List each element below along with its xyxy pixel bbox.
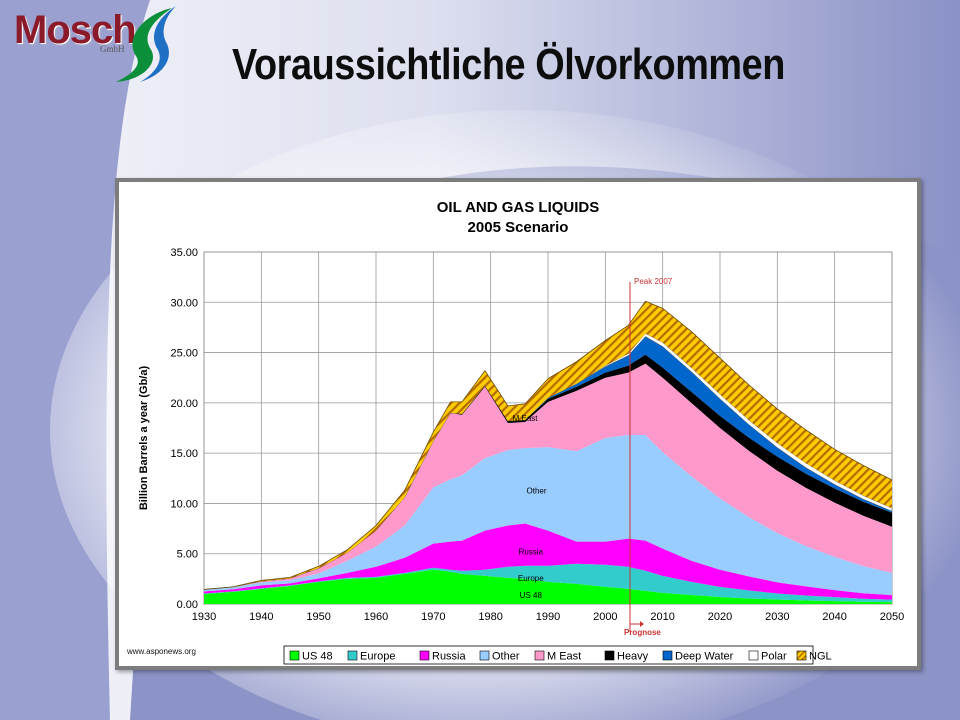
legend-swatch-russia [419,650,430,661]
y-tick-label: 20.00 [170,398,198,410]
source-label: www.asponews.org [126,647,196,656]
y-tick-label: 30.00 [170,297,198,309]
y-tick-label: 15.00 [170,448,198,460]
y-tick-label: 0.00 [177,599,198,611]
logo-swoosh-icon [116,6,176,82]
area-label-russia: Russia [519,548,544,557]
legend-label-other: Other [492,651,520,663]
chart-frame: 0.00 5.00 10.00 15.00 20.00 25.00 30.00 35.00 19… [115,178,921,670]
area-ngl [204,301,892,590]
legend-swatch-other [479,650,490,661]
chart-title: OIL AND GAS LIQUIDS [437,199,600,216]
legend-label-ngl: NGL [809,651,832,663]
x-tick-label: 2000 [593,611,617,623]
x-tick-label: 2040 [822,611,846,623]
y-tick-label: 35.00 [170,247,198,259]
legend-swatch-polar [748,650,759,661]
legend-swatch-m-east [534,650,545,661]
x-tick-label: 2020 [708,611,732,623]
x-tick-label: 1990 [536,611,560,623]
area-m-east [204,363,892,590]
prognose-arrowhead [639,621,644,627]
x-tick-label: 1940 [249,611,273,623]
legend-swatch-heavy [604,650,615,661]
x-tick-label: 1970 [421,611,445,623]
legend-label-m-east: M East [547,651,581,663]
area-label-us-48: US 48 [520,591,543,600]
area-other [204,435,892,596]
area-label-europe: Europe [518,574,544,583]
legend-box [283,645,814,665]
x-tick-label: 2030 [765,611,789,623]
legend-label-polar: Polar [761,651,787,663]
y-axis-label: Billion Barrels a year (Gb/a) [138,366,150,511]
annotation-peak-2007: Peak 2007 [634,277,673,286]
x-tick-label: 2050 [880,611,904,623]
legend-label-heavy: Heavy [617,651,649,663]
chart-panel: 0.00 5.00 10.00 15.00 20.00 25.00 30.00 35.00 19… [119,182,917,666]
area-us-48 [204,569,892,604]
legend-swatch-ngl [796,650,807,661]
area-russia [204,523,892,600]
legend-swatch-deep-water [662,650,673,661]
area-label-m-east: M East [513,414,539,423]
legend-swatch-europe [347,650,358,661]
x-tick-label: 1960 [364,611,388,623]
chart-legend: US 48 Europe Russia Other M East Heavy Deep Wa… [283,645,832,665]
legend-label-europe: Europe [360,651,395,663]
legend-label-russia: Russia [432,651,467,663]
total-outline [203,300,893,590]
y-tick-label: 10.00 [170,498,198,510]
x-tick-label: 1950 [306,611,330,623]
x-tick-label: 1930 [192,611,216,623]
slide-title: Voraussichtliche Ölvorkommen [232,40,785,89]
area-heavy [204,354,892,590]
annotation-prognose: Prognose [624,628,661,637]
y-tick-label: 25.00 [170,348,198,360]
x-tick-label: 2010 [650,611,674,623]
legend-swatch-us-48 [289,650,300,661]
area-europe [204,563,892,603]
x-tick-label: 1980 [478,611,502,623]
oil-liquids-chart: 0.00 5.00 10.00 15.00 20.00 25.00 30.00 35.00 19… [126,199,904,665]
y-tick-label: 5.00 [177,549,198,561]
company-logo: Mosch GmbH [6,4,176,84]
logo-subtext: GmbH [100,44,125,54]
legend-label-us-48: US 48 [302,651,333,663]
chart-subtitle: 2005 Scenario [468,219,569,236]
legend-label-deep-water: Deep Water [675,651,734,663]
logo-text: Mosch [14,8,137,52]
area-deep-water [204,336,892,590]
area-label-other: Other [527,486,547,495]
